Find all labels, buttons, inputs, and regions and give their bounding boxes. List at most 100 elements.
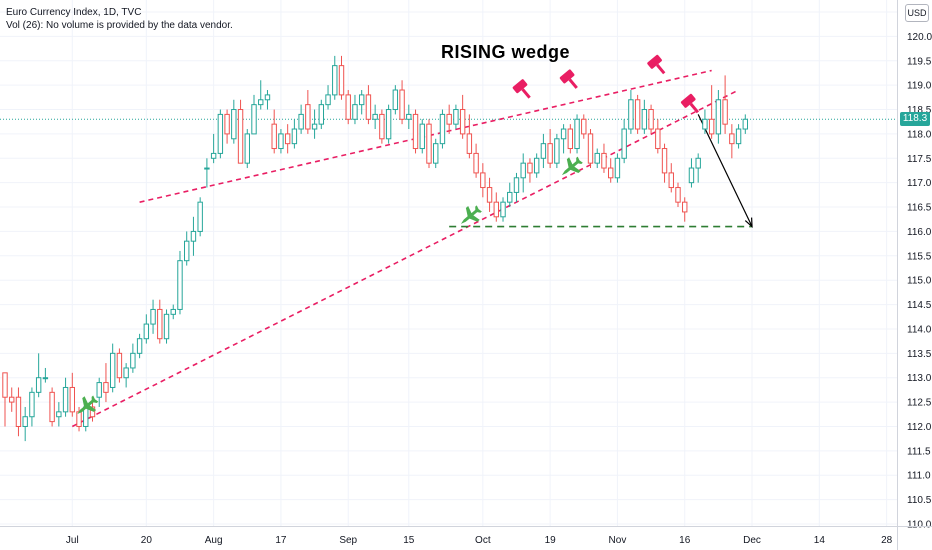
candle-body (298, 113, 304, 130)
candle-body (89, 406, 96, 418)
time-tick-label: Sep (339, 535, 357, 546)
price-tick-label: 111.0 (907, 471, 931, 482)
candle (163, 309, 170, 344)
candle-body (318, 104, 325, 125)
candle (143, 314, 150, 344)
candle (486, 177, 493, 212)
candle (237, 99, 244, 164)
candle-body (419, 123, 425, 150)
candle-body (96, 382, 102, 398)
candle (365, 85, 372, 125)
buy-plane-shape (561, 156, 583, 176)
candle-body (527, 162, 533, 174)
marker-layer[interactable] (72, 54, 704, 421)
candle (655, 119, 661, 154)
candle-body (170, 308, 176, 315)
candle (648, 104, 654, 134)
trendline (139, 69, 712, 203)
candle (742, 114, 748, 134)
candle (291, 119, 298, 149)
candle-body (493, 201, 499, 218)
candle-body (278, 133, 284, 150)
gavel-head (559, 69, 575, 84)
candle-body (560, 128, 567, 140)
candle (473, 143, 479, 178)
candle-body (594, 152, 600, 164)
candle (278, 129, 284, 154)
candle-body (426, 123, 432, 164)
candle (244, 129, 250, 169)
candle-body (655, 128, 661, 150)
candle-body (385, 109, 392, 140)
candle-body (184, 240, 190, 262)
candle (15, 387, 22, 437)
candle (406, 104, 412, 130)
candle (190, 216, 197, 256)
candle (251, 94, 257, 135)
time-tick-label: 17 (275, 535, 287, 546)
time-axis[interactable]: Jul 20 Aug 17 Sep 15 Oct 19 Nov 16 Dec 14 28 (0, 526, 932, 547)
sell-gavel-icon (559, 69, 578, 89)
candle-body (291, 128, 298, 145)
trendline-layer[interactable] (71, 69, 753, 428)
candle (170, 304, 176, 320)
price-tick-label: 112.5 (907, 398, 932, 409)
candle (594, 148, 600, 169)
candle (123, 363, 129, 388)
candle-body (231, 109, 237, 140)
time-tick-label: 14 (814, 535, 826, 546)
candle (668, 163, 674, 193)
candle-body (729, 133, 735, 145)
candle-body (708, 118, 715, 135)
candle-body (29, 391, 35, 418)
candle (574, 114, 580, 154)
price-tick-label: 119.0 (907, 81, 932, 92)
price-axis[interactable]: 110.0 110.5 111.0 111.5 112.0 112.5 113.0 113.5… (897, 0, 932, 550)
price-tick-label: 119.5 (907, 56, 932, 67)
gavel-head (512, 79, 528, 94)
sell-gavel-icon (680, 93, 700, 114)
candle-body (372, 113, 378, 120)
candle-body (453, 109, 459, 125)
candle-body (533, 157, 540, 174)
candle-body (190, 230, 197, 242)
candle-body (433, 143, 439, 164)
currency-button[interactable]: USD (905, 4, 929, 22)
candle (345, 90, 351, 125)
candle-body (439, 113, 446, 145)
candle-body (581, 118, 587, 135)
candle-body (130, 352, 136, 369)
candle-body (69, 386, 75, 413)
candle-body (338, 65, 345, 96)
candle-body (49, 391, 55, 423)
candle-body (123, 367, 129, 379)
symbol-title[interactable]: Euro Currency Index, 1D, TVC (6, 7, 142, 18)
candle (439, 109, 446, 149)
gavel-head (647, 54, 662, 69)
candle (459, 94, 466, 139)
candle-body (136, 338, 143, 354)
candle-body (332, 65, 338, 96)
candle-body (224, 113, 230, 135)
candle-body (2, 372, 8, 398)
time-tick-label: Jul (66, 535, 79, 546)
candle (628, 90, 634, 134)
candle-body (412, 113, 419, 150)
time-tick-label: 15 (403, 535, 415, 546)
candle-body (42, 377, 49, 380)
time-tick-label: Oct (475, 535, 491, 546)
buy-plane-icon (77, 395, 99, 415)
candle-body (634, 99, 641, 130)
candle-body (446, 113, 452, 125)
candle-body (614, 157, 621, 179)
price-tick-label: 115.5 (907, 251, 932, 262)
price-tick-label: 114.0 (907, 324, 932, 335)
price-tick-label: 110.5 (907, 495, 932, 506)
candle-body (702, 118, 708, 130)
candle (325, 85, 331, 110)
candle (352, 94, 358, 125)
gavel-handle (656, 63, 666, 75)
candle-body (715, 99, 722, 135)
wedge-annotation[interactable]: RISING wedge (441, 42, 571, 62)
